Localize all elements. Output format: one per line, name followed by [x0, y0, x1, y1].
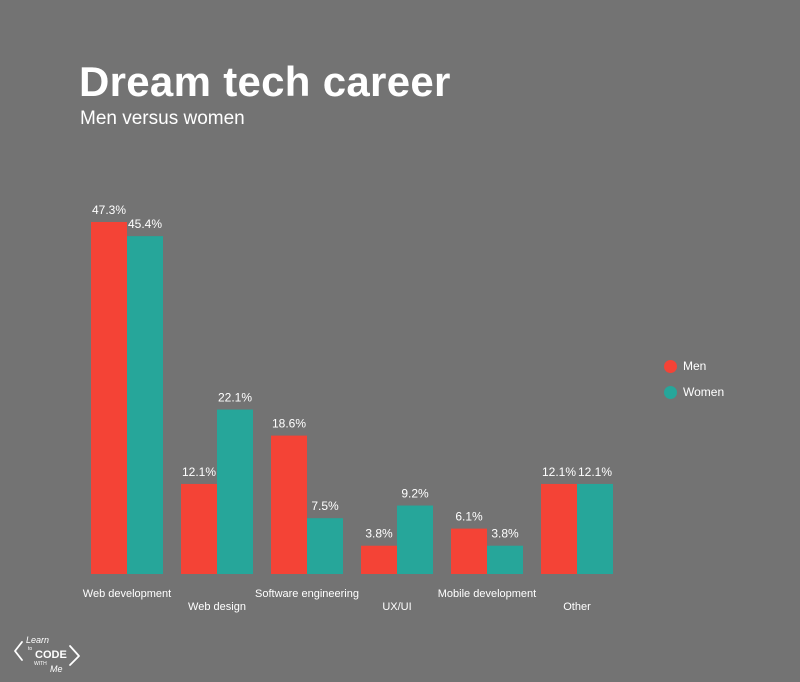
logo-to-text: to [28, 646, 32, 652]
bar-women-web-development[interactable] [127, 236, 163, 575]
data-label-men-mobile-development: 6.1% [455, 510, 483, 524]
logo-me-text: Me [50, 664, 63, 674]
legend-swatch-women [664, 385, 677, 399]
data-label-men-software-engineering: 18.6% [272, 417, 306, 431]
bar-men-other[interactable] [541, 483, 577, 574]
chart-legend: Men Women [664, 358, 724, 410]
bar-women-mobile-development[interactable] [487, 545, 523, 574]
category-label-web-design: Web design [188, 601, 246, 613]
bar-men-web-design[interactable] [181, 483, 217, 574]
data-label-men-web-development: 47.3% [92, 203, 126, 217]
category-label-other: Other [563, 601, 591, 613]
bar-women-other[interactable] [577, 483, 613, 574]
category-label-software-engineering: Software engineering [255, 588, 359, 600]
legend-item-women[interactable]: Women [664, 384, 724, 400]
logo-code-text: CODE [35, 649, 67, 661]
legend-label-women: Women [683, 385, 725, 399]
data-label-women-other: 12.1% [578, 465, 612, 479]
legend-label-men: Men [683, 359, 707, 373]
data-label-women-ux-ui: 9.2% [401, 487, 429, 501]
bar-men-software-engineering[interactable] [271, 435, 307, 574]
data-label-women-mobile-development: 3.8% [491, 527, 519, 541]
data-label-men-ux-ui: 3.8% [365, 527, 393, 541]
bar-men-ux-ui[interactable] [361, 545, 397, 574]
learn-to-code-with-me-logo: Learn to CODE WITH Me [12, 632, 84, 679]
logo-learn-text: Learn [26, 635, 49, 645]
category-label-ux-ui: UX/UI [382, 601, 411, 613]
data-label-men-other: 12.1% [542, 465, 576, 479]
category-label-web-development: Web development [83, 588, 171, 600]
bar-men-web-development[interactable] [91, 222, 127, 574]
bar-women-ux-ui[interactable] [397, 505, 433, 574]
legend-item-men[interactable]: Men [664, 358, 724, 374]
legend-swatch-men [664, 359, 677, 373]
category-label-mobile-development: Mobile development [438, 588, 536, 600]
page-title: Dream tech career [79, 58, 451, 105]
data-label-women-web-design: 22.1% [218, 391, 252, 405]
data-label-men-web-design: 12.1% [182, 465, 216, 479]
bar-women-software-engineering[interactable] [307, 518, 343, 574]
bar-men-mobile-development[interactable] [451, 528, 487, 574]
bar-women-web-design[interactable] [217, 409, 253, 574]
data-label-women-software-engineering: 7.5% [311, 499, 339, 513]
data-label-women-web-development: 45.4% [128, 217, 162, 231]
page-subtitle: Men versus women [80, 108, 245, 129]
logo-with-text: WITH [34, 661, 47, 667]
